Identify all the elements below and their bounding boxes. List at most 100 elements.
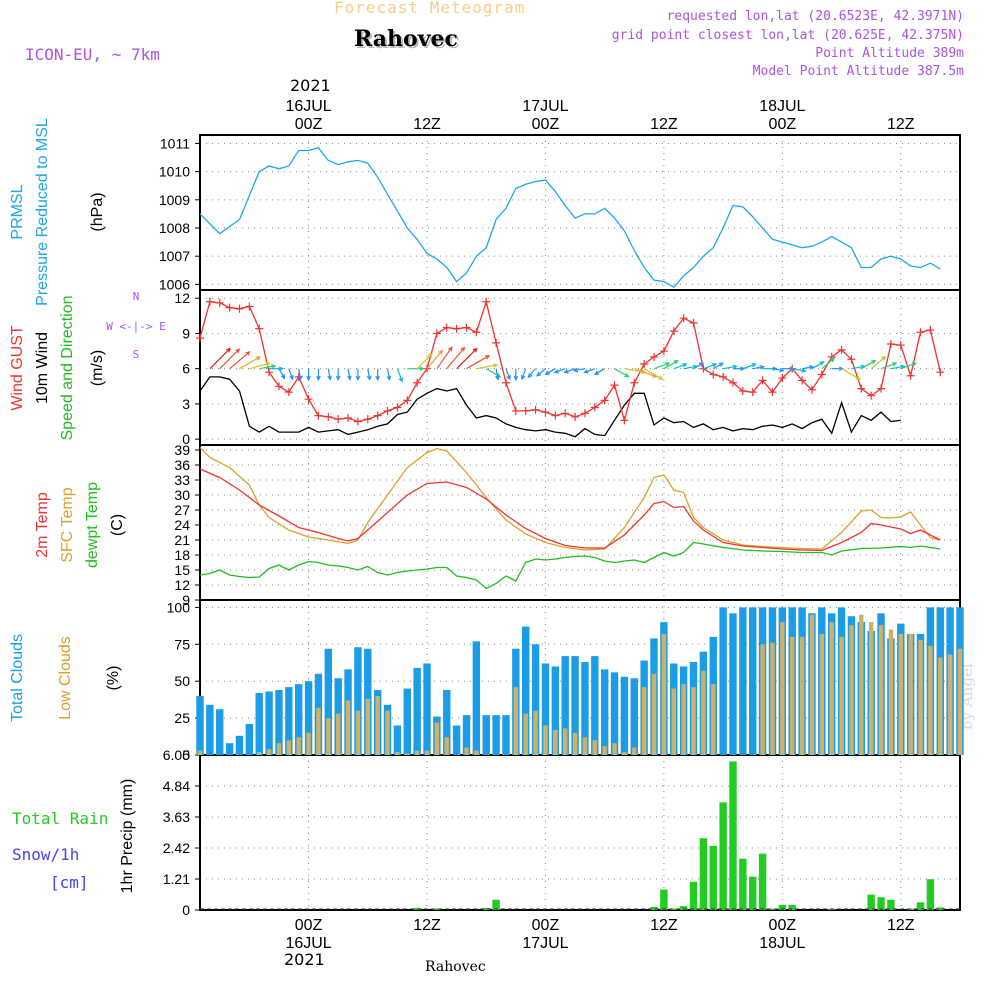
gust-marker bbox=[640, 359, 649, 368]
total-cloud-bar bbox=[522, 626, 530, 755]
low-cloud-bar bbox=[434, 722, 440, 755]
low-cloud-bar bbox=[197, 750, 203, 755]
clouds-tick-label: 25 bbox=[174, 710, 190, 726]
low-cloud-bar bbox=[760, 644, 765, 755]
wind-direction-arrow bbox=[663, 360, 679, 370]
low-cloud-bar bbox=[947, 654, 953, 755]
wind-direction-arrow bbox=[495, 368, 500, 381]
low-cloud-bar bbox=[701, 670, 706, 755]
time-label-bottom: 12Z bbox=[887, 917, 915, 934]
gust-marker bbox=[541, 408, 550, 417]
low-cloud-bar bbox=[306, 732, 311, 755]
wind-direction-arrow bbox=[366, 368, 372, 381]
wind-direction-arrow bbox=[288, 368, 294, 381]
pressure-tick-label: 1006 bbox=[159, 276, 190, 292]
gust-marker bbox=[847, 355, 856, 364]
low-cloud-bar bbox=[592, 740, 598, 755]
low-cloud-bar bbox=[414, 750, 420, 755]
low-cloud-bar bbox=[375, 695, 380, 755]
total-cloud-bar bbox=[502, 715, 510, 755]
gust-marker bbox=[462, 323, 471, 332]
gust-marker bbox=[255, 324, 264, 333]
gust-marker bbox=[689, 318, 698, 327]
date-label-bottom: 16JUL bbox=[285, 935, 331, 952]
gust-marker bbox=[531, 405, 540, 414]
wind-direction-arrow bbox=[505, 368, 511, 381]
pressure-panel-frame bbox=[199, 134, 961, 291]
time-label-top: 12Z bbox=[413, 116, 441, 133]
gust-marker bbox=[669, 327, 678, 336]
footer-location: Rahovec bbox=[425, 959, 486, 975]
low-cloud-bar bbox=[266, 749, 272, 755]
rain-bar bbox=[729, 761, 737, 910]
gust-marker bbox=[472, 328, 481, 337]
low-cloud-bar bbox=[365, 698, 370, 755]
wind-direction-arrow bbox=[436, 346, 453, 370]
gust-marker bbox=[837, 345, 846, 354]
wind-direction-arrow bbox=[594, 368, 605, 375]
total-cloud-bar bbox=[393, 725, 402, 755]
wind-direction-arrow bbox=[426, 349, 443, 370]
low-cloud-bar bbox=[612, 743, 617, 755]
gust-marker bbox=[886, 340, 895, 349]
total-cloud-bar bbox=[472, 641, 481, 755]
two-meter-temp-line bbox=[199, 468, 941, 552]
gust-marker bbox=[936, 368, 945, 377]
rain-bar bbox=[877, 897, 885, 910]
rain-bar bbox=[749, 876, 757, 910]
low-cloud-bar bbox=[562, 728, 568, 755]
gust-marker bbox=[807, 385, 816, 394]
gust-marker bbox=[235, 304, 244, 313]
temperature-tick-label: 30 bbox=[174, 487, 190, 503]
rain-bar bbox=[492, 899, 500, 910]
total-cloud-bar bbox=[561, 656, 569, 755]
clouds-tick-label: 50 bbox=[174, 673, 190, 689]
wind-direction-arrow bbox=[249, 361, 271, 370]
low-cloud-bar bbox=[908, 633, 913, 755]
total-cloud-bar bbox=[541, 663, 550, 755]
total-cloud-bar bbox=[591, 656, 599, 755]
surface-temp-line bbox=[199, 447, 941, 551]
gust-marker bbox=[620, 416, 629, 425]
total-cloud-bar bbox=[235, 735, 244, 755]
temperature-tick-label: 27 bbox=[174, 502, 190, 518]
precip-unit-label: 1hr Precip (mm) bbox=[119, 779, 136, 894]
total-cloud-bar bbox=[443, 690, 451, 755]
clouds-panel-frame bbox=[199, 599, 961, 756]
low-cloud-bar bbox=[444, 737, 449, 755]
wind-direction-arrow bbox=[375, 368, 381, 381]
gust-marker bbox=[709, 370, 718, 379]
low-cloud-bar bbox=[385, 710, 390, 755]
model-point-altitude: Model Point Altitude 387.5m bbox=[752, 64, 964, 79]
low-cloud-bar bbox=[957, 648, 963, 755]
wind-direction-arrow bbox=[316, 368, 321, 381]
total-cloud-bar bbox=[295, 684, 303, 755]
low-cloud-bar bbox=[533, 710, 538, 755]
pressure-tick-label: 1009 bbox=[159, 192, 190, 208]
rain-bar bbox=[709, 845, 717, 910]
rain-bar bbox=[482, 907, 490, 910]
date-label-top: 16JUL bbox=[285, 98, 331, 115]
precip-tick-label: 0 bbox=[182, 902, 190, 918]
rain-bar bbox=[936, 907, 944, 910]
total-cloud-bar bbox=[255, 693, 263, 755]
gust-marker bbox=[215, 298, 224, 307]
wind-direction-arrow bbox=[297, 368, 303, 381]
requested-coordinates: requested lon,lat (20.6523E, 42.3971N) bbox=[666, 9, 964, 24]
point-altitude: Point Altitude 389m bbox=[815, 46, 964, 61]
gust-marker bbox=[798, 376, 807, 385]
gust-marker bbox=[728, 378, 737, 387]
gust-marker bbox=[738, 386, 747, 395]
wind-direction-arrow bbox=[703, 362, 718, 370]
low-cloud-bar bbox=[553, 729, 558, 755]
wind-direction-arrow bbox=[782, 366, 795, 372]
rain-bar bbox=[679, 906, 688, 910]
clouds-tick-label: 75 bbox=[174, 636, 190, 652]
wind-direction-arrow bbox=[673, 362, 688, 370]
wind-direction-arrow bbox=[416, 352, 433, 370]
gust-marker bbox=[284, 388, 293, 397]
temp-unit-label: (C) bbox=[109, 514, 126, 536]
rain-bar bbox=[689, 881, 698, 910]
low-cloud-bar bbox=[335, 713, 341, 755]
